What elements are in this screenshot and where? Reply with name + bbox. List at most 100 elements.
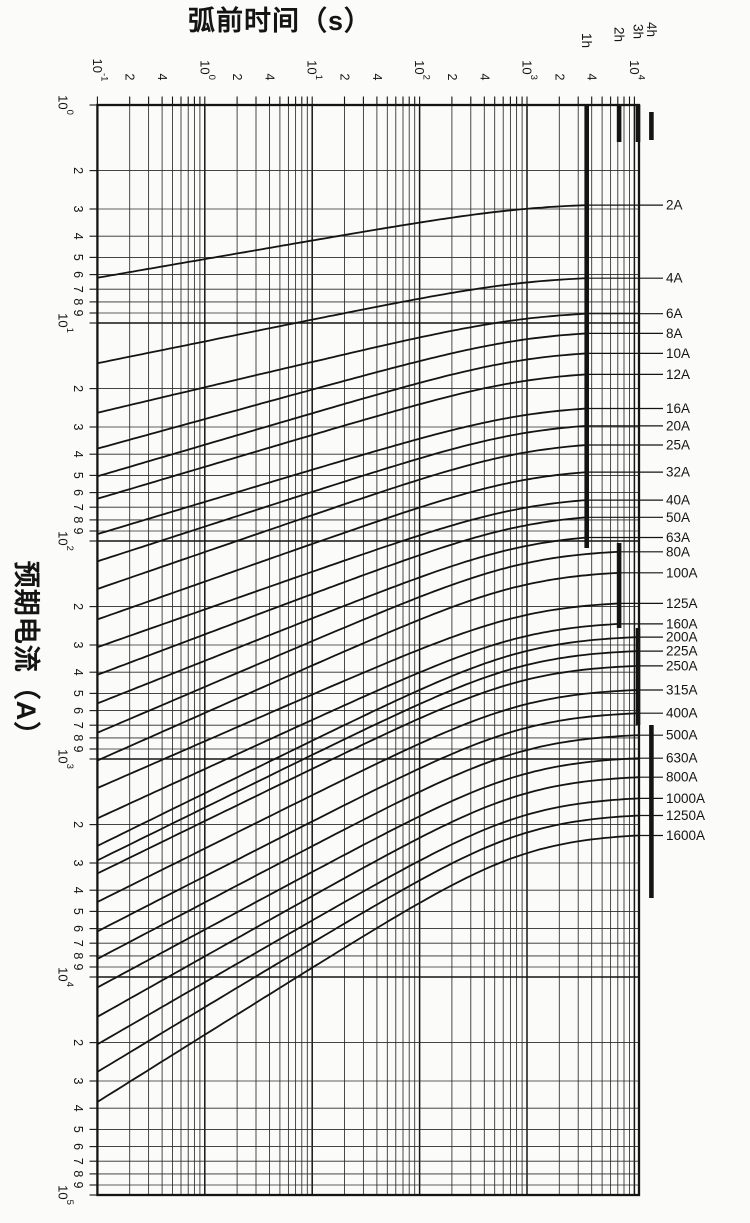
curve-25A — [97, 444, 587, 590]
curve-label-800A: 800A — [666, 770, 698, 785]
curve-125A — [97, 602, 620, 789]
y-tick-label-minor: 2 — [71, 385, 85, 392]
x-tick-label-decade: 10-1 — [90, 59, 110, 82]
x-axis-title: 弧前时间（s） — [188, 5, 372, 36]
y-tick-label-minor: 3 — [71, 642, 85, 649]
y-tick-label-minor: 9 — [71, 1182, 85, 1189]
x-tick-label-minor: 2 — [552, 74, 566, 81]
y-tick-label-decade: 100 — [56, 95, 76, 115]
plot-border — [96, 103, 641, 1197]
y-tick-label-minor: 6 — [71, 1143, 85, 1150]
x-tick-label-minor: 4 — [477, 74, 491, 81]
curve-200A — [97, 636, 639, 847]
y-tick-label-minor: 9 — [71, 964, 85, 971]
y-tick-label-minor: 6 — [71, 707, 85, 714]
curve-6A — [97, 312, 587, 414]
curve-label-315A: 315A — [666, 683, 698, 698]
hour-label-3h: 3h — [631, 24, 646, 39]
curve-8A — [97, 332, 587, 450]
y-tick-label-minor: 6 — [71, 925, 85, 932]
x-tick-label-minor: 2 — [230, 74, 244, 81]
y-tick-label-minor: 6 — [71, 489, 85, 496]
curve-label-500A: 500A — [666, 728, 698, 743]
curve-label-4A: 4A — [666, 271, 683, 286]
y-tick-label-minor: 4 — [71, 887, 85, 894]
curve-label-40A: 40A — [666, 493, 690, 508]
curve-4A — [97, 277, 587, 365]
curve-1600A — [96, 834, 639, 1103]
y-tick-label-minor: 7 — [71, 722, 85, 729]
curve-label-6A: 6A — [666, 306, 683, 321]
x-tick-label-decade: 100 — [197, 60, 217, 80]
curve-label-20A: 20A — [666, 418, 690, 433]
y-tick-label-minor: 7 — [71, 504, 85, 511]
y-tick-label-minor: 8 — [71, 952, 85, 959]
curve-80A — [97, 550, 620, 734]
y-tick-label-minor: 5 — [71, 908, 85, 915]
x-tick-label-minor: 2 — [123, 74, 137, 81]
y-tick-label-minor: 2 — [71, 603, 85, 610]
y-tick-label-minor: 7 — [71, 286, 85, 293]
curve-160A — [97, 623, 620, 820]
x-tick-label-minor: 4 — [585, 74, 599, 81]
curve-32A — [97, 471, 587, 621]
curve-2A — [97, 204, 587, 279]
y-tick-label-minor: 5 — [71, 690, 85, 697]
curve-20A — [97, 425, 587, 563]
curve-250A — [97, 665, 639, 875]
curve-label-100A: 100A — [666, 565, 698, 580]
y-tick-label-minor: 5 — [71, 254, 85, 261]
curve-label-250A: 250A — [666, 658, 698, 673]
hour-label-4h: 4h — [644, 22, 659, 37]
curve-label-25A: 25A — [666, 438, 690, 453]
y-tick-label-minor: 3 — [71, 860, 85, 867]
y-tick-label-minor: 8 — [71, 516, 85, 523]
y-tick-label-minor: 3 — [71, 206, 85, 213]
y-tick-label-minor: 5 — [71, 472, 85, 479]
x-tick-label-minor: 4 — [155, 74, 169, 81]
x-tick-label-minor: 2 — [445, 74, 459, 81]
y-tick-label-minor: 2 — [71, 167, 85, 174]
curve-1250A — [96, 814, 639, 1073]
y-tick-label-minor: 4 — [71, 1105, 85, 1112]
curve-label-1600A: 1600A — [666, 828, 705, 843]
curve-label-50A: 50A — [666, 510, 690, 525]
curve-100A — [97, 571, 620, 762]
y-tick-label-minor: 4 — [71, 233, 85, 240]
y-tick-label-minor: 4 — [71, 451, 85, 458]
curve-16A — [97, 407, 587, 535]
curve-400A — [96, 712, 639, 933]
y-tick-label-minor: 8 — [71, 734, 85, 741]
curve-12A — [97, 373, 587, 500]
curve-1000A — [96, 797, 639, 1046]
curve-label-400A: 400A — [666, 706, 698, 721]
curve-50A — [97, 516, 587, 676]
curve-label-1250A: 1250A — [666, 808, 705, 823]
y-tick-label-minor: 5 — [71, 1126, 85, 1133]
y-tick-label-minor: 9 — [71, 746, 85, 753]
y-tick-label-minor: 7 — [71, 940, 85, 947]
x-tick-label-decade: 104 — [627, 60, 647, 80]
curve-label-2A: 2A — [666, 198, 683, 213]
x-tick-label-decade: 102 — [412, 60, 432, 80]
curve-label-12A: 12A — [666, 367, 690, 382]
curve-label-225A: 225A — [666, 644, 698, 659]
curve-label-80A: 80A — [666, 544, 690, 559]
hour-label-2h: 2h — [612, 27, 627, 42]
curve-500A — [96, 734, 639, 960]
hour-label-1h: 1h — [579, 33, 594, 48]
y-tick-label-minor: 8 — [71, 298, 85, 305]
curve-40A — [97, 499, 587, 649]
curve-label-leader-layer — [586, 204, 663, 837]
y-tick-label-minor: 7 — [71, 1158, 85, 1165]
curve-label-10A: 10A — [666, 346, 690, 361]
y-tick-label-minor: 3 — [71, 424, 85, 431]
curve-63A — [97, 536, 587, 705]
y-tick-label-minor: 9 — [71, 528, 85, 535]
curve-225A — [97, 650, 639, 862]
curve-800A — [96, 776, 639, 1018]
axis-tick-layer — [89, 96, 635, 1196]
curve-label-630A: 630A — [666, 751, 698, 766]
